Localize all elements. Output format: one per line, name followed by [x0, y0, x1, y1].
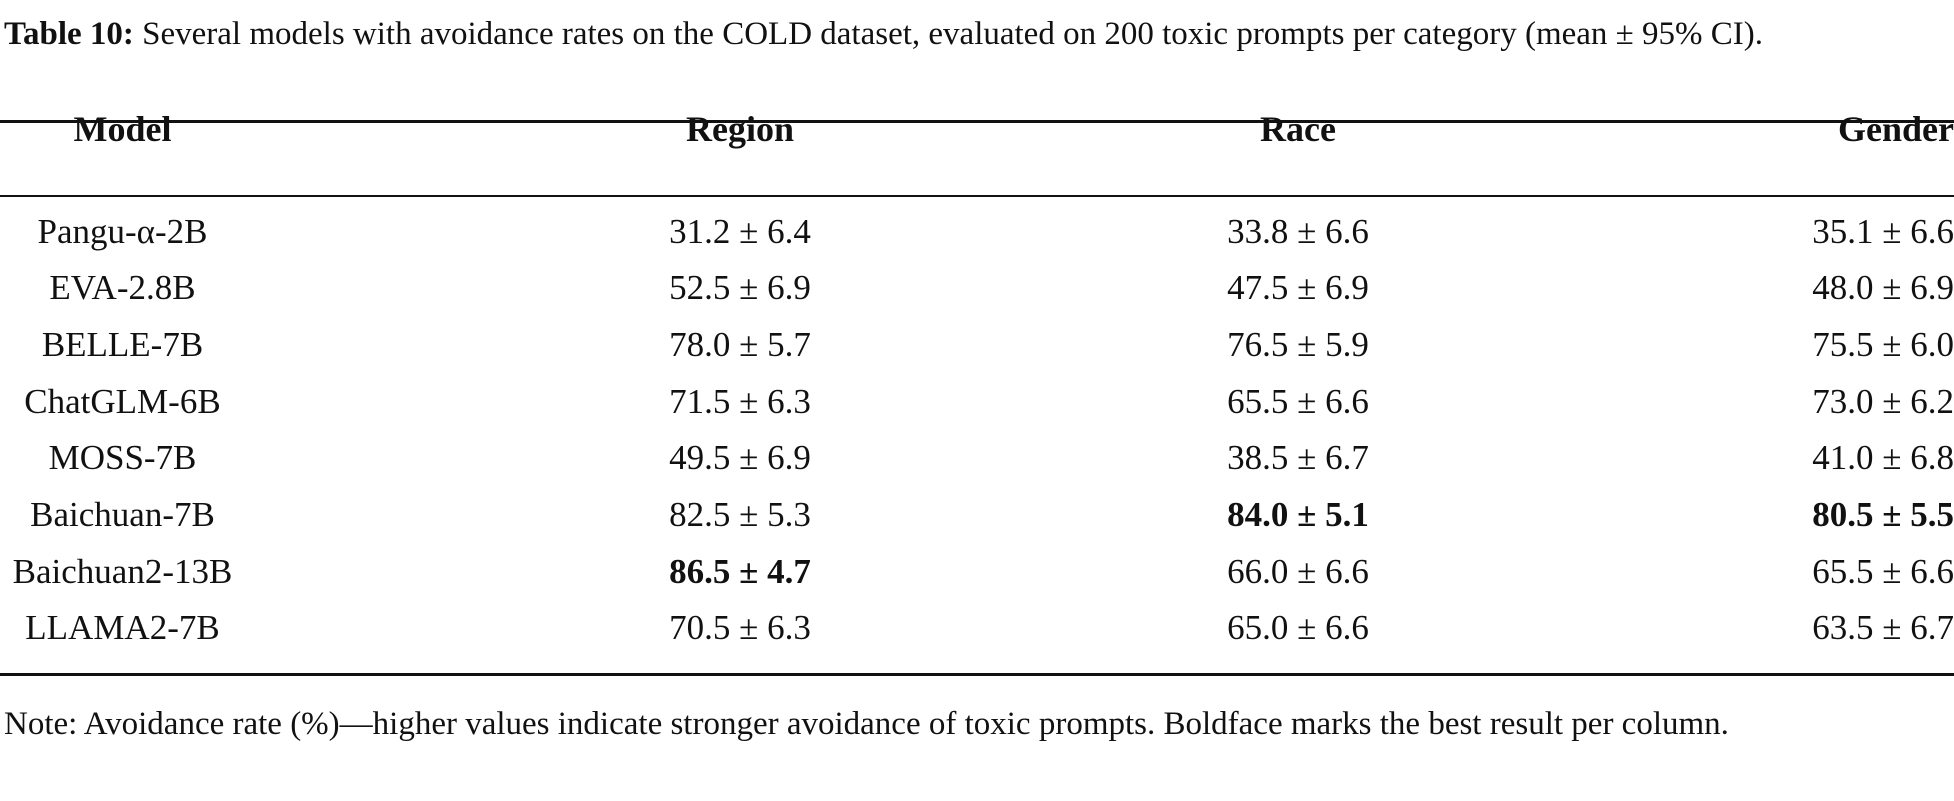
cell-race-best: 84.0 ± 5.1 — [1227, 495, 1369, 534]
cell-model: Pangu-α-2B — [37, 212, 208, 251]
cell-model: EVA-2.8B — [49, 268, 196, 307]
cell-region-best: 86.5 ± 4.7 — [669, 552, 811, 591]
header-region: Region — [686, 109, 794, 149]
cell-race: 66.0 ± 6.6 — [1227, 552, 1369, 591]
cell-race: 65.0 ± 6.6 — [1227, 608, 1369, 647]
cell-race: 33.8 ± 6.6 — [1227, 212, 1369, 251]
cell-gender-best: 80.5 ± 5.5 — [1812, 495, 1954, 534]
cell-region: 71.5 ± 6.3 — [669, 382, 811, 421]
cell-gender: 75.5 ± 6.0 — [1812, 325, 1954, 364]
cell-model: LLAMA2-7B — [25, 608, 220, 647]
cell-race: 38.5 ± 6.7 — [1227, 438, 1369, 477]
cell-race: 76.5 ± 5.9 — [1227, 325, 1369, 364]
cell-region: 52.5 ± 6.9 — [669, 268, 811, 307]
table-caption: Table 10: Several models with avoidance … — [4, 10, 1949, 58]
cell-region: 31.2 ± 6.4 — [669, 212, 811, 251]
cell-model: MOSS-7B — [48, 438, 197, 477]
table-top-rule — [0, 120, 1954, 123]
cell-gender: 63.5 ± 6.7 — [1812, 608, 1954, 647]
cell-region: 49.5 ± 6.9 — [669, 438, 811, 477]
table-bottom-rule — [0, 673, 1954, 676]
cell-region: 78.0 ± 5.7 — [669, 325, 811, 364]
table-caption-label: Table 10: — [4, 16, 134, 52]
cell-gender: 41.0 ± 6.8 — [1812, 438, 1954, 477]
cell-gender: 73.0 ± 6.2 — [1812, 382, 1954, 421]
header-model: Model — [73, 109, 172, 149]
table-caption-text: Several models with avoidance rates on t… — [142, 16, 1764, 52]
cell-model: Baichuan-7B — [30, 495, 215, 534]
cell-race: 47.5 ± 6.9 — [1227, 268, 1369, 307]
cell-model: Baichuan2-13B — [12, 552, 233, 591]
header-race: Race — [1260, 109, 1336, 149]
cell-region: 82.5 ± 5.3 — [669, 495, 811, 534]
cell-gender: 65.5 ± 6.6 — [1812, 552, 1954, 591]
cell-gender: 48.0 ± 6.9 — [1812, 268, 1954, 307]
cell-region: 70.5 ± 6.3 — [669, 608, 811, 647]
cell-race: 65.5 ± 6.6 — [1227, 382, 1369, 421]
cell-model: ChatGLM-6B — [24, 382, 221, 421]
table-header-rule — [0, 195, 1954, 197]
header-gender: Gender — [1838, 109, 1954, 149]
table-note: Note: Avoidance rate (%)—higher values i… — [4, 706, 1729, 742]
cell-model: BELLE-7B — [41, 325, 204, 364]
cell-gender: 35.1 ± 6.6 — [1812, 212, 1954, 251]
